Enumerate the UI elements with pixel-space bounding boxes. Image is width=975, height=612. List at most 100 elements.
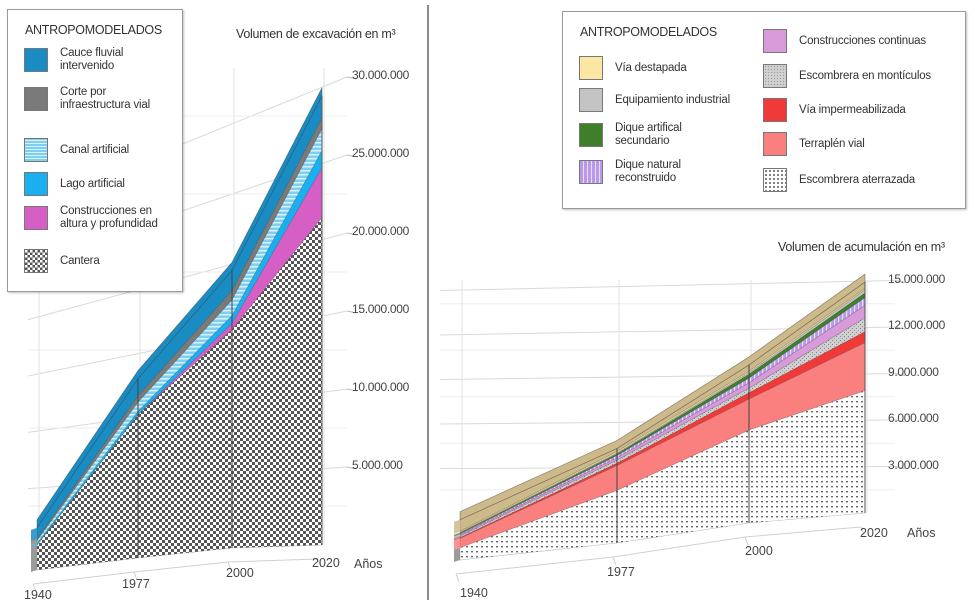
x-tick-label: 1977 (122, 577, 150, 591)
x-tick-mark (317, 558, 322, 568)
legend-swatch (579, 56, 603, 80)
legend-swatch (24, 48, 48, 72)
x-tick-mark (455, 573, 460, 583)
excavation-x-axis-label: Años (354, 557, 383, 571)
area-top-face (36, 87, 323, 530)
x-tick-mark (860, 526, 865, 536)
legend-label: Dique natural reconstruido (615, 159, 681, 185)
y-tick-label: 10.000.000 (352, 380, 410, 394)
y-tick-label: 6.000.000 (888, 411, 939, 425)
y-tick-mark (894, 280, 906, 283)
y-tick-label: 30.000.000 (352, 68, 410, 82)
legend-label-line: Corte por (60, 86, 107, 98)
legend-label-line: Vía impermeabilizada (799, 103, 906, 116)
side-face-segment (454, 531, 460, 535)
side-face-segment (31, 538, 37, 543)
legend-label: Vía impermeabilizada (799, 104, 906, 117)
area-top-face (459, 273, 866, 521)
x-tick-label: 2020 (860, 526, 888, 540)
side-face-segment (31, 540, 37, 546)
legend-swatch (579, 88, 603, 112)
legend-swatch (24, 87, 48, 111)
x-tick-mark (227, 561, 232, 571)
legend-label-line: Equipamiento industrial (615, 93, 730, 106)
y-tick-mark (894, 419, 906, 423)
legend-label: Terraplén vial (799, 138, 865, 151)
legend-label: Dique artifical secundario (615, 122, 682, 148)
legend-label: Vía destapada (615, 62, 687, 75)
legend-item: Terraplén vial (763, 132, 865, 156)
legend-label: Equipamiento industrial (615, 94, 730, 107)
x-tick-label: 1940 (460, 586, 488, 600)
panel-divider (427, 5, 429, 600)
legend-item: Dique artifical secundario (579, 122, 682, 148)
legend-item: Vía impermeabilizada (763, 98, 906, 122)
accumulation-x-axis-label: Años (907, 526, 936, 540)
x-tick-label: 2000 (226, 566, 254, 580)
legend-item: Vía destapada (579, 56, 687, 80)
legend-label-line: Canal artificial (60, 143, 130, 156)
legend-item: Dique natural reconstruido (579, 159, 681, 185)
legend-label: Cauce fluvial intervenido (60, 47, 123, 73)
y-tick-mark (346, 310, 358, 314)
legend-item: Construcciones en altura y profundidad (24, 205, 158, 231)
side-face (454, 519, 460, 562)
x-tick-label: 1977 (607, 565, 635, 579)
stacked-areas (36, 87, 323, 571)
side-face-segment (454, 535, 460, 540)
legend-label: Construcciones continuas (799, 35, 926, 48)
side-face-segment (31, 545, 37, 572)
y-tick-mark (346, 388, 358, 392)
legend-title: ANTROPOMODELADOS (580, 25, 717, 39)
legend-item: Equipamiento industrial (579, 88, 730, 112)
gridline (439, 280, 896, 291)
legend-swatch (763, 29, 787, 53)
x-tick-mark (612, 556, 617, 566)
side-face-segment (454, 534, 460, 538)
legend-item: Construcciones continuas (763, 29, 926, 53)
y-tick-label: 9.000.000 (888, 364, 939, 379)
y-tick-label: 3.000.000 (888, 457, 939, 472)
y-tick-mark (346, 154, 358, 158)
legend-swatch (579, 123, 603, 147)
legend-label: Corte por infraestructura vial (60, 86, 150, 112)
legend-label: Lago artificial (60, 178, 125, 191)
legend-label-line: Lago artificial (60, 177, 125, 190)
x-tick-mark (133, 571, 138, 581)
y-tick-mark (894, 466, 906, 469)
excavation-axis-title: Volumen de excavación en m³ (236, 27, 396, 41)
legend-label: Construcciones en altura y profundidad (60, 205, 158, 231)
excavation-legend: ANTROPOMODELADOS Cauce fluvial intervenid… (7, 9, 183, 292)
legend-item: Cantera (24, 249, 100, 273)
y-tick-label: 5.000.000 (352, 458, 403, 472)
legend-label-line: intervenido (60, 60, 115, 72)
legend-label-line: Escombrera aterrazada (799, 173, 915, 186)
legend-label: Canal artificial (60, 144, 129, 157)
side-face-segment (454, 538, 460, 550)
legend-swatch (24, 249, 48, 273)
accumulation-chart (439, 273, 906, 583)
x-tick-mark (32, 583, 37, 593)
legend-label: Escombrera en montículos (799, 70, 931, 83)
y-tick-mark (346, 76, 358, 80)
x-tick-label: 2000 (745, 544, 773, 558)
legend-item: Canal artificial (24, 138, 129, 162)
accumulation-legend: ANTROPOMODELADOS Vía destapada Equipamien… (562, 11, 966, 209)
x-tick-mark (744, 536, 749, 546)
side-face-segment (454, 547, 460, 562)
legend-item: Lago artificial (24, 172, 125, 196)
x-tick-label: 2020 (312, 556, 340, 570)
side-face-segment (454, 519, 460, 534)
stacked-areas (459, 273, 866, 561)
y-tick-mark (894, 326, 906, 330)
legend-label-line: secundario (615, 135, 670, 147)
side-face-segment (454, 532, 460, 536)
legend-label-line: Construcciones en (60, 205, 152, 217)
y-tick-label: 20.000.000 (352, 224, 410, 238)
legend-label-line: Dique natural (615, 159, 681, 171)
legend-label-line: Construcciones continuas (799, 34, 926, 47)
side-face-segment (31, 527, 37, 541)
legend-label-line: Escombrera en montículos (799, 69, 931, 82)
legend-item: Escombrera aterrazada (763, 168, 915, 192)
y-tick-label: 12.000.000 (888, 318, 946, 332)
